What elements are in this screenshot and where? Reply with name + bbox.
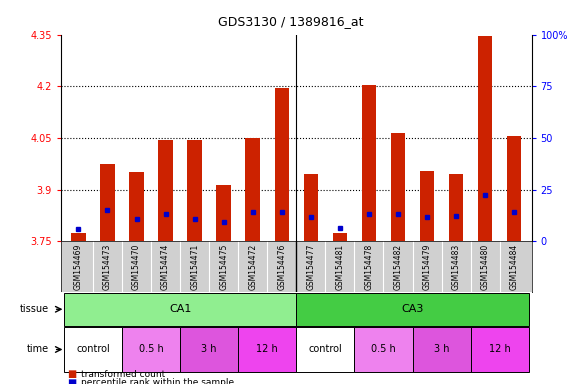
Text: CA3: CA3 xyxy=(401,304,424,314)
Bar xyxy=(130,172,144,242)
Text: GSM154473: GSM154473 xyxy=(103,244,112,290)
Bar xyxy=(413,328,471,372)
Text: GSM154481: GSM154481 xyxy=(335,244,345,290)
Text: 0.5 h: 0.5 h xyxy=(371,344,396,354)
Bar xyxy=(420,171,435,242)
Text: GSM154476: GSM154476 xyxy=(277,244,286,290)
Text: GSM154479: GSM154479 xyxy=(422,244,432,290)
Text: GSM154475: GSM154475 xyxy=(219,244,228,290)
Bar xyxy=(238,328,296,372)
Text: 0.5 h: 0.5 h xyxy=(139,344,163,354)
Text: control: control xyxy=(76,344,110,354)
Text: GSM154480: GSM154480 xyxy=(480,244,490,290)
Bar xyxy=(64,328,122,372)
Text: CA1: CA1 xyxy=(169,304,191,314)
Bar xyxy=(71,233,86,242)
Text: 3 h: 3 h xyxy=(434,344,449,354)
Text: GSM154472: GSM154472 xyxy=(248,244,257,290)
Bar xyxy=(296,328,354,372)
Bar xyxy=(158,140,173,242)
Text: GSM154474: GSM154474 xyxy=(161,244,170,290)
Text: GSM154478: GSM154478 xyxy=(364,244,374,290)
Bar xyxy=(217,185,231,242)
Text: GSM154482: GSM154482 xyxy=(393,244,403,290)
Bar xyxy=(333,233,347,242)
Text: ■: ■ xyxy=(67,378,76,384)
Bar xyxy=(100,164,115,242)
Text: GSM154483: GSM154483 xyxy=(451,244,461,290)
Text: GDS3130 / 1389816_at: GDS3130 / 1389816_at xyxy=(218,15,363,28)
Bar xyxy=(507,136,522,242)
Text: GSM154471: GSM154471 xyxy=(190,244,199,290)
Text: GSM154469: GSM154469 xyxy=(74,244,83,290)
Bar xyxy=(362,84,376,242)
Text: transformed count: transformed count xyxy=(81,370,166,379)
Bar xyxy=(478,36,493,242)
Bar xyxy=(471,328,529,372)
Bar xyxy=(187,140,202,242)
Bar xyxy=(304,174,318,242)
Text: GSM154477: GSM154477 xyxy=(306,244,315,290)
Text: 3 h: 3 h xyxy=(202,344,217,354)
Text: time: time xyxy=(27,344,49,354)
Text: ■: ■ xyxy=(67,369,76,379)
Bar xyxy=(275,88,289,242)
Text: GSM154470: GSM154470 xyxy=(132,244,141,290)
Text: control: control xyxy=(309,344,342,354)
Bar xyxy=(246,138,260,242)
Bar xyxy=(180,328,238,372)
Text: percentile rank within the sample: percentile rank within the sample xyxy=(81,378,235,384)
Bar xyxy=(122,328,180,372)
Text: GSM154484: GSM154484 xyxy=(510,244,519,290)
Text: tissue: tissue xyxy=(20,304,49,314)
Text: 12 h: 12 h xyxy=(489,344,511,354)
Bar xyxy=(64,293,296,326)
Bar xyxy=(391,133,406,242)
Text: 12 h: 12 h xyxy=(256,344,278,354)
Bar xyxy=(449,174,464,242)
Bar xyxy=(354,328,413,372)
Bar xyxy=(296,293,529,326)
